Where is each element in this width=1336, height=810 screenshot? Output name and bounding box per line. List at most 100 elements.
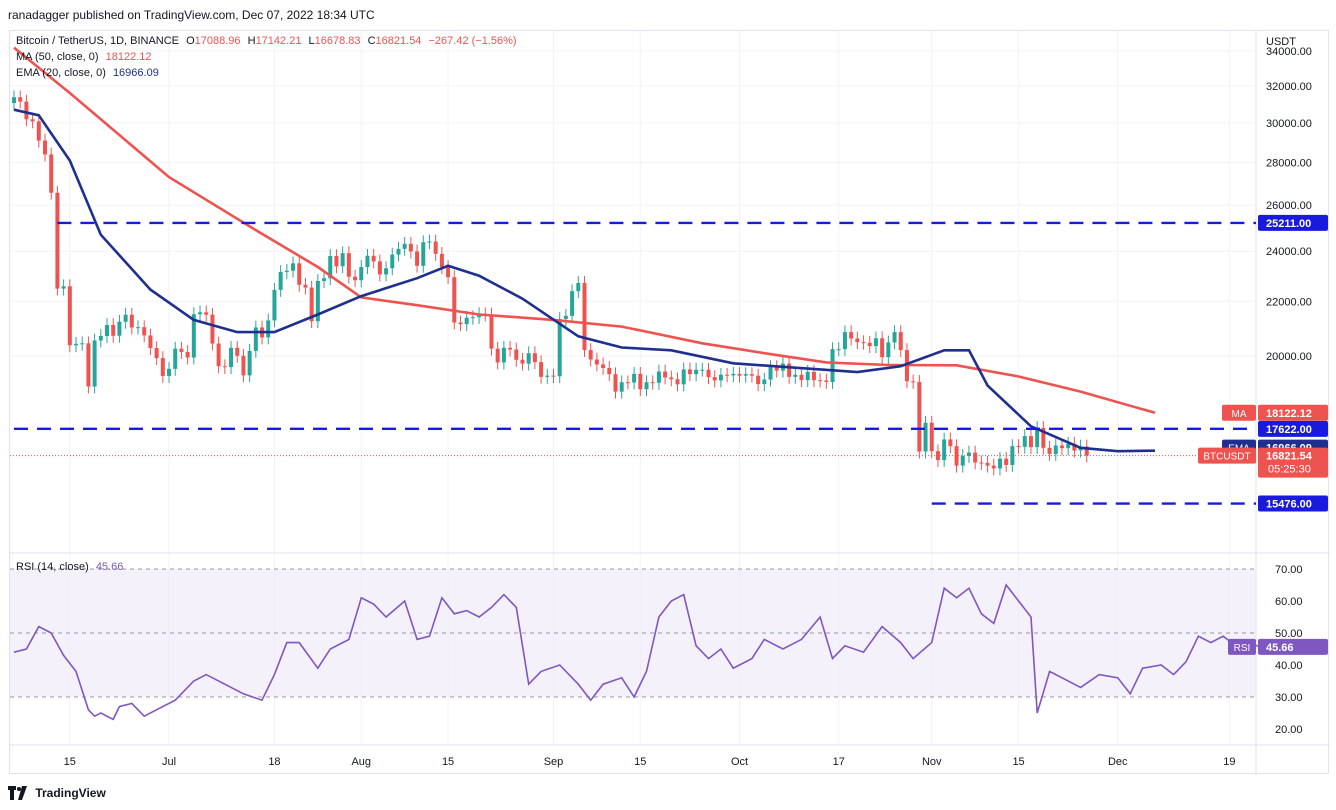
- level-tag: 15476.00: [1258, 495, 1328, 512]
- candle-body: [743, 374, 748, 376]
- candle-body: [1035, 427, 1040, 448]
- candle-body: [303, 284, 308, 288]
- candle-body: [805, 371, 810, 381]
- chart-canvas[interactable]: USDT 20000.00 22000.00 24000.00 26000.00 2800…: [10, 31, 1330, 775]
- candle-body: [749, 374, 754, 376]
- candle-body: [266, 320, 271, 338]
- candle-body: [501, 347, 506, 363]
- candle-body: [576, 282, 581, 292]
- candle-body: [179, 348, 184, 353]
- price-tick-label: 26000.00: [1266, 200, 1312, 212]
- candle-body: [216, 343, 221, 367]
- attribution-bar: ranadagger published on TradingView.com,…: [0, 0, 1336, 30]
- rsi-name-bg: [1228, 638, 1256, 655]
- time-tick-label: Jul: [162, 756, 176, 768]
- candle-body: [160, 358, 165, 376]
- candle-body: [12, 97, 16, 104]
- time-tick-label: Oct: [731, 756, 748, 768]
- time-tick-label: 18: [268, 756, 280, 768]
- time-tick-label: 15: [442, 756, 454, 768]
- rsi-tick-label: 70.00: [1275, 564, 1303, 576]
- candle-body: [675, 379, 680, 385]
- candle-body: [973, 452, 978, 463]
- candle-body: [340, 253, 345, 267]
- price-tick-label: 20000.00: [1266, 351, 1312, 363]
- candle-body: [929, 422, 934, 452]
- candle-body: [594, 359, 599, 365]
- candle-body: [1066, 443, 1071, 449]
- candle-body: [173, 348, 178, 369]
- candle-body: [446, 267, 451, 278]
- candle-body: [942, 439, 947, 461]
- candle-body: [898, 332, 903, 351]
- candle-body: [371, 255, 376, 262]
- candle-body: [272, 289, 277, 321]
- candle-body: [861, 342, 866, 344]
- tradingview-logo-icon: [8, 785, 27, 800]
- ma-legend[interactable]: MA (50, close, 0) 18122.12: [16, 51, 156, 63]
- chart-frame[interactable]: USDT 20000.00 22000.00 24000.00 26000.00 2800…: [9, 30, 1330, 775]
- last-price-tag-bg: [1258, 447, 1328, 478]
- time-tick-label: 15: [1012, 756, 1024, 768]
- candle-body: [966, 452, 971, 456]
- candle-body: [309, 287, 314, 322]
- ema-legend[interactable]: EMA (20, close, 0) 16966.09: [16, 67, 163, 79]
- candle-body: [681, 369, 686, 385]
- time-tick-label: 15: [64, 756, 76, 768]
- candle-body: [625, 382, 630, 384]
- rsi-tick-label: 30.00: [1275, 692, 1303, 704]
- level-tag-value: 15476.00: [1266, 499, 1312, 511]
- candle-body: [1059, 445, 1064, 449]
- rsi-tick-label: 60.00: [1275, 596, 1303, 608]
- time-tick-label: Nov: [922, 756, 942, 768]
- candle-body: [545, 375, 550, 377]
- candle-body: [991, 465, 996, 469]
- ma-tag-name-bg: [1222, 404, 1256, 421]
- candle-body: [830, 349, 835, 382]
- candle-body: [452, 277, 457, 323]
- candle-body: [1028, 436, 1033, 448]
- level-tag: 25211.00: [1258, 214, 1328, 231]
- candle-body: [644, 382, 649, 390]
- price-tick-label: 22000.00: [1266, 296, 1312, 308]
- candle-body: [1022, 436, 1027, 447]
- level-tag-value: 25211.00: [1266, 218, 1311, 230]
- rsi-legend[interactable]: RSI (14, close) 45.66: [16, 561, 127, 573]
- candle-body: [811, 371, 816, 381]
- candle-body: [390, 254, 395, 269]
- candle-body: [402, 243, 407, 249]
- symbol-tag-bg: [1198, 447, 1256, 464]
- tradingview-logo[interactable]: TradingView: [8, 785, 106, 803]
- ma-tag-value: 18122.12: [1266, 408, 1312, 420]
- candle-body: [855, 338, 860, 343]
- candle-body: [582, 282, 587, 351]
- candle-body: [80, 343, 85, 345]
- candle-body: [737, 373, 742, 376]
- level-tag: 17622.00: [1258, 420, 1328, 437]
- symbol-legend[interactable]: Bitcoin / TetherUS, 1D, BINANCE O17088.9…: [16, 35, 525, 47]
- rsi-tick-label: 20.00: [1275, 724, 1303, 736]
- candle-body: [787, 363, 792, 377]
- rsi-name: RSI: [1234, 643, 1251, 654]
- candle-body: [539, 362, 544, 377]
- candle-body: [774, 367, 779, 371]
- candle-body: [1072, 443, 1077, 451]
- candle-body: [297, 263, 302, 285]
- candle-body: [247, 350, 252, 376]
- candle-body: [1053, 445, 1058, 454]
- candle-body: [278, 271, 283, 290]
- candle-body: [191, 314, 196, 358]
- candle-body: [315, 280, 320, 322]
- candle-body: [346, 253, 351, 277]
- candle-body: [694, 369, 699, 375]
- rsi-line: [13, 583, 1261, 721]
- candle-body: [824, 380, 829, 382]
- candle-body: [1047, 447, 1052, 454]
- candle-body: [1016, 446, 1021, 448]
- candle-body: [886, 342, 891, 358]
- ohlc-values: O17088.96 H17142.21 L16678.83 C16821.54 …: [186, 35, 517, 47]
- candle-body: [656, 371, 661, 383]
- candle-body: [1041, 427, 1046, 448]
- published-info: ranadagger published on TradingView.com,…: [8, 8, 375, 22]
- candle-body: [842, 332, 847, 350]
